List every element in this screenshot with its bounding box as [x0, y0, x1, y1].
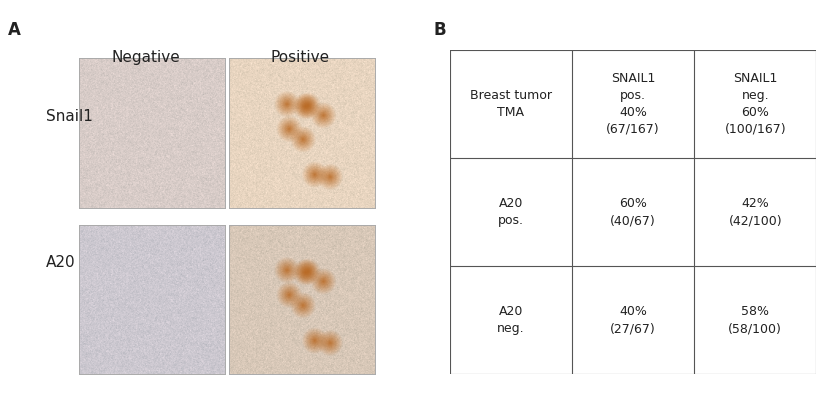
- Text: Snail1: Snail1: [46, 109, 92, 124]
- Text: 40%
(27/67): 40% (27/67): [611, 305, 656, 335]
- Text: A20
neg.: A20 neg.: [497, 305, 525, 335]
- Text: Negative: Negative: [112, 50, 180, 65]
- Text: SNAIL1
neg.
60%
(100/167): SNAIL1 neg. 60% (100/167): [725, 72, 786, 136]
- Text: 60%
(40/67): 60% (40/67): [611, 197, 656, 227]
- Text: Breast tumor
TMA: Breast tumor TMA: [470, 89, 552, 119]
- Text: Positive: Positive: [271, 50, 329, 65]
- Text: 42%
(42/100): 42% (42/100): [728, 197, 782, 227]
- Text: A20
pos.: A20 pos.: [498, 197, 524, 227]
- Text: A20: A20: [46, 255, 76, 270]
- Text: B: B: [433, 21, 446, 39]
- Text: SNAIL1
pos.
40%
(67/167): SNAIL1 pos. 40% (67/167): [606, 72, 660, 136]
- Text: A: A: [8, 21, 21, 39]
- Text: 58%
(58/100): 58% (58/100): [728, 305, 782, 335]
